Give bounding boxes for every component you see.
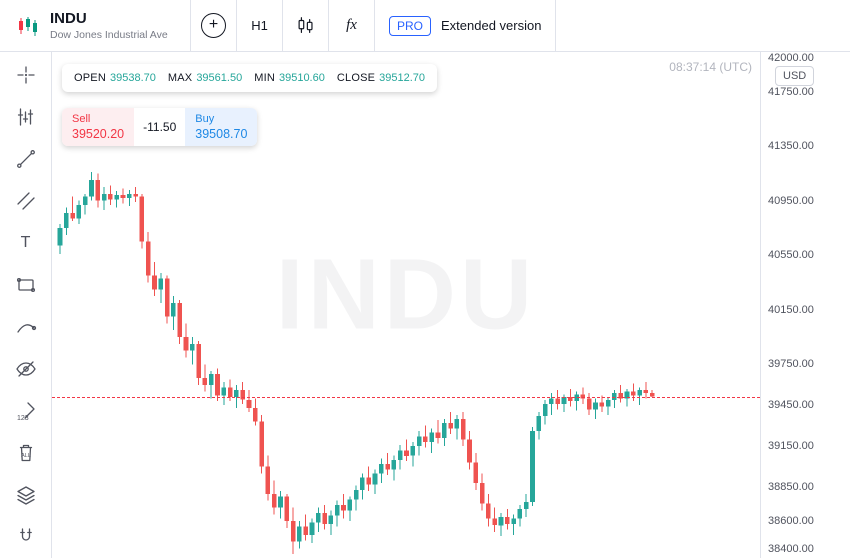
toolbar-divider	[328, 0, 329, 51]
tool-curve[interactable]	[0, 306, 51, 348]
open-label: OPEN	[74, 72, 106, 84]
eraser-123-icon: 123	[17, 402, 35, 422]
price-axis[interactable]: USD 42000.00 41750.00 41350.00 40950.00 4055…	[760, 52, 850, 558]
clock: 08:37:14 (UTC)	[669, 60, 752, 74]
watermark: INDU	[275, 238, 537, 351]
main-area: T 123	[0, 52, 850, 558]
ohlc-max: MAX 39561.50	[168, 72, 242, 84]
chart-type-button[interactable]	[283, 0, 328, 51]
y-axis-label: 39150.00	[768, 440, 814, 453]
y-axis-label: 38400.00	[768, 542, 814, 555]
y-axis-label: 41750.00	[768, 85, 814, 98]
max-label: MAX	[167, 72, 193, 84]
y-axis-label: 38850.00	[768, 481, 814, 494]
spread-value: -11.50	[134, 108, 186, 146]
rectangle-icon	[16, 277, 35, 293]
indicators-button[interactable]: fx	[329, 0, 374, 51]
eye-slash-icon	[15, 361, 36, 377]
toolbar-divider	[374, 0, 375, 51]
add-symbol-button[interactable]: +	[191, 0, 236, 51]
toolbar-divider	[236, 0, 237, 51]
timeframe-button[interactable]: H1	[237, 0, 282, 51]
sell-price: 39520.20	[72, 127, 125, 141]
current-price-line	[52, 396, 760, 398]
candlestick-chart-icon	[298, 16, 313, 33]
candles-svg	[57, 172, 655, 554]
tool-remove-all[interactable]: ALL	[0, 432, 51, 474]
toolbar-divider	[190, 0, 191, 51]
tool-bars[interactable]	[0, 96, 51, 138]
sell-label: Sell	[72, 113, 91, 125]
timeframe-label: H1	[251, 18, 268, 33]
fx-icon: fx	[346, 17, 357, 33]
magnet-icon	[19, 528, 32, 541]
ohlc-info-bar: OPEN 39538.70 MAX 39561.50 MIN 39510.60 CLO…	[62, 64, 438, 92]
tool-remove-drawings[interactable]: 123	[0, 390, 51, 432]
ohlc-open: OPEN 39538.70	[74, 72, 156, 84]
top-toolbar: INDU Dow Jones Industrial Ave + H1 fx PR	[0, 0, 850, 52]
tool-trendline[interactable]	[0, 138, 51, 180]
pro-badge[interactable]: PRO	[389, 15, 432, 36]
currency-badge[interactable]: USD	[775, 66, 815, 86]
open-value: 39538.70	[109, 72, 156, 84]
tool-shapes[interactable]	[0, 264, 51, 306]
ohlc-min: MIN 39510.60	[254, 72, 325, 84]
ohlc-close: CLOSE 39512.70	[337, 72, 425, 84]
max-value: 39561.50	[196, 72, 243, 84]
close-value: 39512.70	[379, 72, 426, 84]
min-value: 39510.60	[278, 72, 325, 84]
y-axis-label: 39750.00	[768, 358, 814, 371]
plus-circle-icon: +	[201, 13, 226, 38]
trash-all-icon: ALL	[19, 444, 32, 462]
buy-button[interactable]: Buy 39508.70	[185, 108, 258, 146]
crosshair-icon	[16, 66, 35, 84]
y-axis-label: 40550.00	[768, 249, 814, 262]
chart-pane[interactable]: INDU OPEN 39538.70 MAX 39561.50 MIN 39510.6…	[52, 52, 760, 558]
tool-layers[interactable]	[0, 474, 51, 516]
parallel-channel-icon	[16, 192, 35, 210]
y-axis-label: 40150.00	[768, 303, 814, 316]
text-tool-icon: T	[20, 234, 31, 251]
toolbar-divider	[555, 0, 557, 51]
trendline-icon	[16, 150, 35, 168]
trade-widget: Sell 39520.20 -11.50 Buy 39508.70	[62, 108, 258, 146]
tool-text[interactable]: T	[0, 222, 51, 264]
tool-hide-drawings[interactable]	[0, 348, 51, 390]
plus-icon: +	[208, 16, 219, 33]
trash-all-label: ALL	[21, 453, 31, 459]
toolbar-divider	[282, 0, 283, 51]
layers-icon	[16, 486, 35, 505]
min-label: MIN	[254, 72, 275, 84]
y-axis-label: 38600.00	[768, 515, 814, 528]
sell-button[interactable]: Sell 39520.20	[62, 108, 135, 146]
tool-channel[interactable]	[0, 180, 51, 222]
y-axis-label: 39450.00	[768, 399, 814, 412]
y-axis-label: 40950.00	[768, 194, 814, 207]
eraser-123-label: 123	[17, 415, 29, 422]
buy-price: 39508.70	[195, 127, 248, 141]
extended-version-label[interactable]: Extended version	[441, 18, 542, 33]
symbol-header[interactable]: INDU Dow Jones Industrial Ave	[0, 10, 190, 41]
curve-icon	[16, 324, 36, 333]
y-axis-label: 42000.00	[768, 51, 814, 64]
symbol-description: Dow Jones Industrial Ave	[50, 28, 168, 41]
y-axis-label: 41350.00	[768, 140, 814, 153]
tool-magnet[interactable]	[0, 516, 51, 558]
symbol-name: INDU	[50, 10, 87, 28]
buy-label: Buy	[195, 113, 215, 125]
extended-version-group: PRO Extended version	[375, 0, 555, 51]
tool-crosshair[interactable]	[0, 54, 51, 96]
drawing-toolbar: T 123	[0, 52, 52, 558]
close-label: CLOSE	[336, 72, 376, 84]
logo-candles-icon	[19, 16, 37, 36]
symbol-title-block: INDU Dow Jones Industrial Ave	[50, 10, 170, 41]
bars-pattern-icon	[17, 108, 33, 126]
